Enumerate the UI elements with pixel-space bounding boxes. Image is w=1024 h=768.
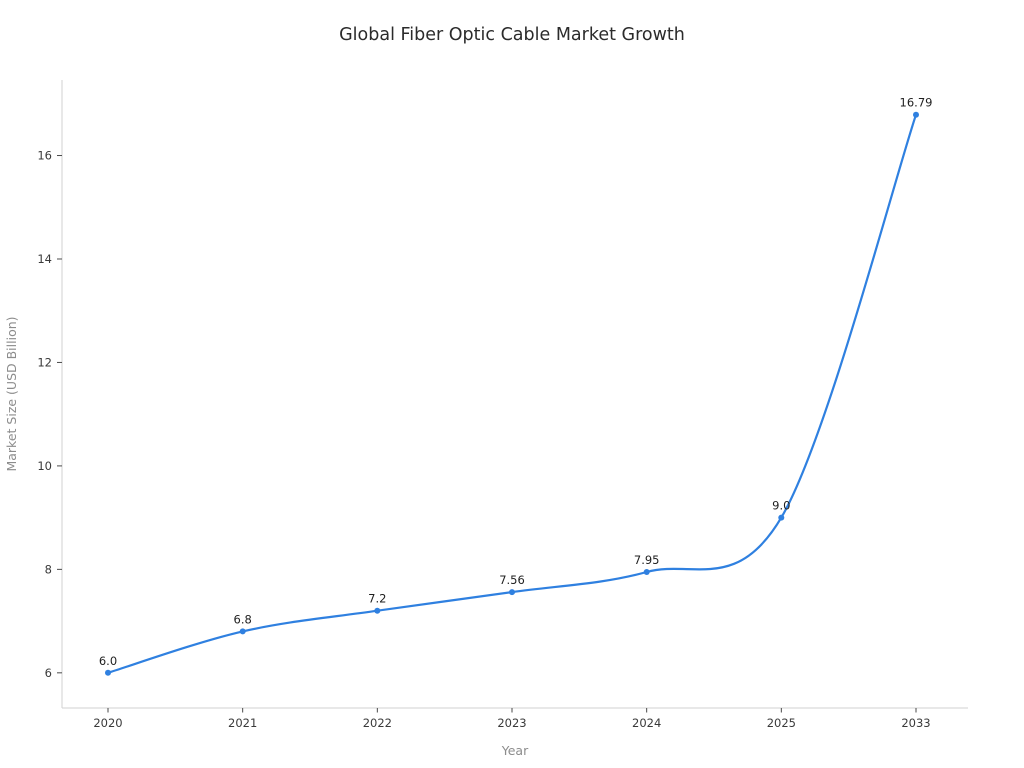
y-tick-label: 10 (37, 459, 52, 473)
data-point (509, 589, 515, 596)
point-label: 16.79 (900, 96, 933, 110)
data-point (239, 628, 246, 635)
x-tick-label: 2024 (632, 716, 661, 730)
chart-title: Global Fiber Optic Cable Market Growth (339, 25, 685, 45)
x-tick-label: 2025 (767, 716, 796, 730)
series-group: 6.0 6.8 7.2 7.56 7.95 9.0 16.79 (99, 96, 933, 676)
x-tick-label: 2021 (228, 716, 257, 730)
point-label: 7.95 (634, 553, 660, 567)
point-label: 9.0 (772, 499, 790, 513)
data-point (374, 607, 381, 614)
data-point (913, 111, 919, 118)
y-axis-label: Market Size (USD Billion) (4, 316, 19, 471)
series-line (106, 113, 918, 674)
data-point (105, 669, 111, 676)
x-tick-label: 2023 (497, 716, 526, 730)
point-label: 7.56 (499, 573, 525, 587)
point-label: 7.2 (368, 592, 386, 606)
x-tick-label: 2033 (901, 716, 930, 730)
data-point (778, 514, 785, 521)
y-axis-ticks: 6 8 10 12 14 16 (37, 149, 62, 680)
y-tick-label: 16 (37, 149, 52, 163)
x-tick-label: 2022 (363, 716, 392, 730)
point-label: 6.0 (99, 654, 117, 668)
x-axis-ticks: 2020 2021 2022 2023 2024 2025 2033 (93, 708, 931, 730)
y-tick-label: 6 (45, 666, 52, 680)
x-tick-label: 2020 (93, 716, 122, 730)
x-axis-label: Year (501, 743, 529, 758)
y-tick-label: 14 (37, 252, 52, 266)
y-tick-label: 12 (37, 355, 52, 369)
y-tick-label: 8 (45, 562, 52, 576)
point-label: 6.8 (234, 612, 252, 626)
data-point (643, 569, 650, 575)
